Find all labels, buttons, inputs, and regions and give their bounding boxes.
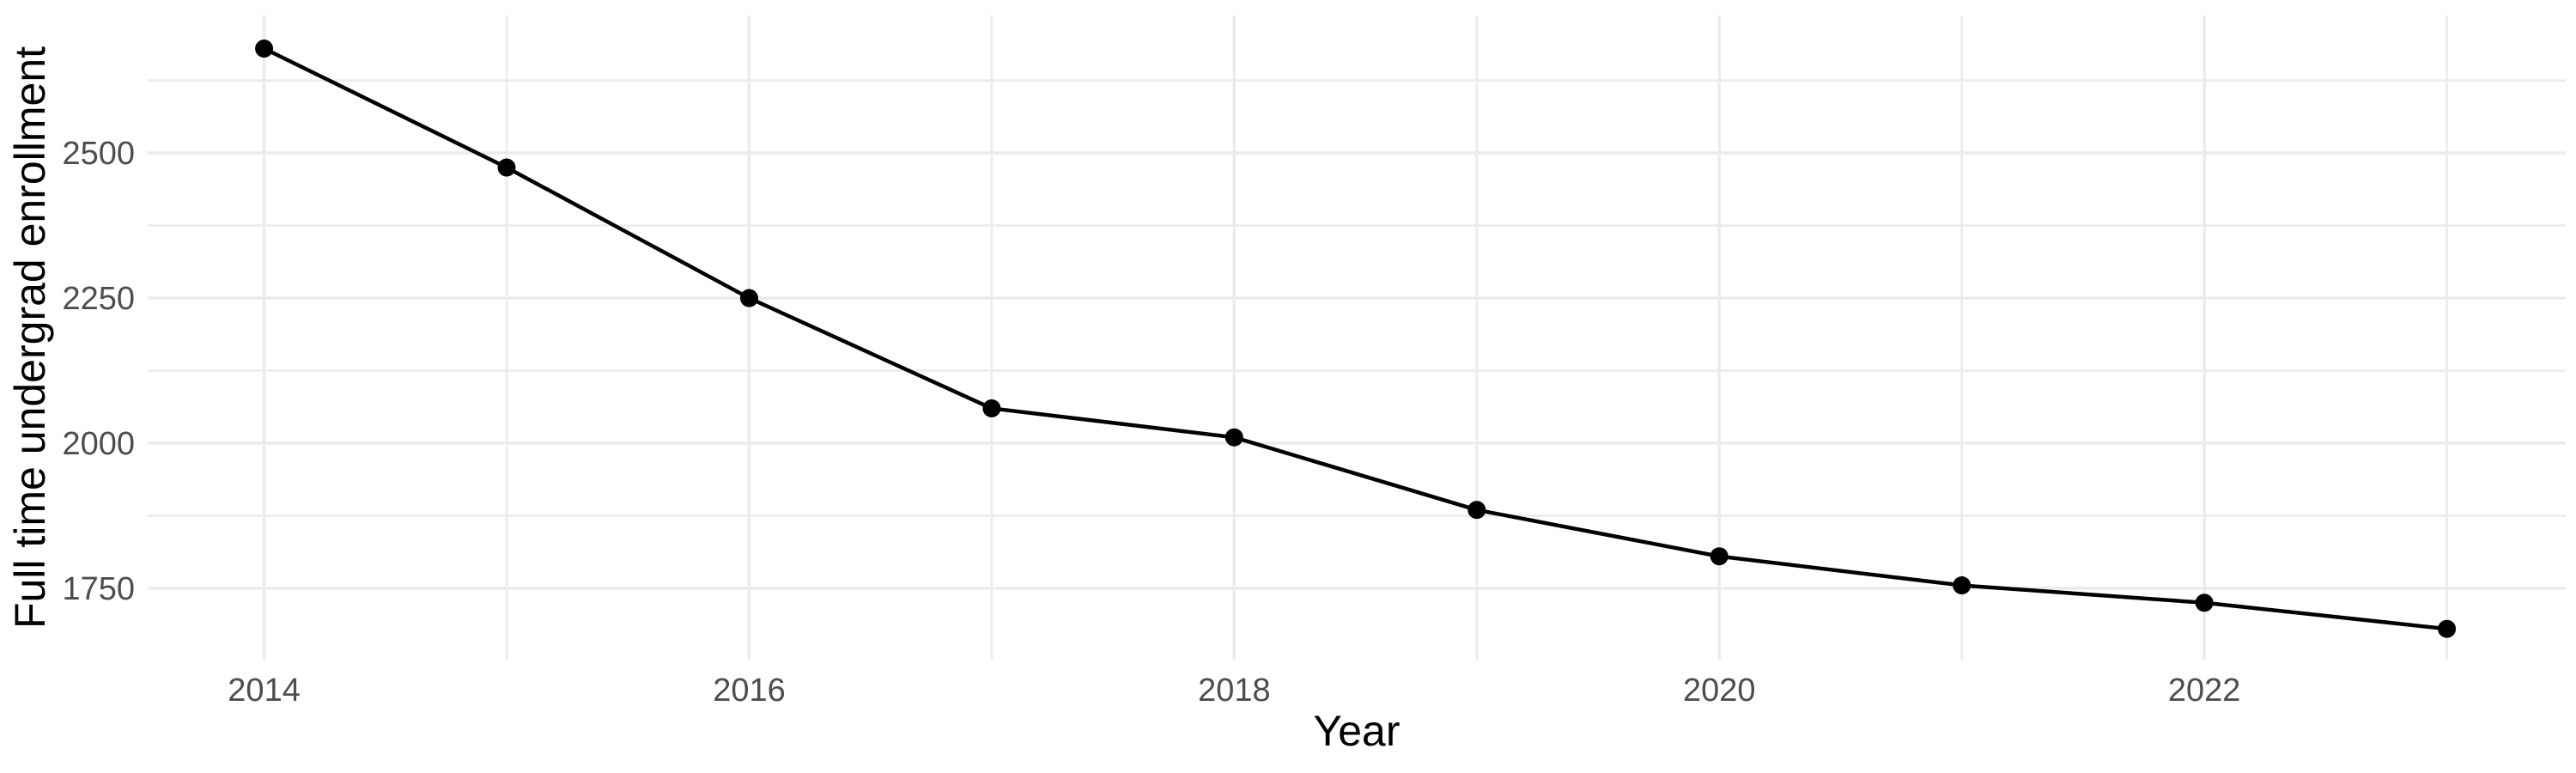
data-point xyxy=(1953,576,1971,595)
x-tick-label: 2014 xyxy=(228,673,301,709)
data-point xyxy=(2438,619,2457,638)
data-point xyxy=(1224,428,1243,447)
x-tick-label: 2018 xyxy=(1198,673,1271,709)
x-tick-labels: 2014 2016 2018 2020 2022 xyxy=(228,673,2240,709)
y-tick-label: 1750 xyxy=(62,571,135,607)
y-tick-label: 2250 xyxy=(62,281,135,317)
data-point xyxy=(982,399,1001,417)
data-point xyxy=(739,289,758,307)
data-point xyxy=(1467,501,1486,520)
data-point xyxy=(255,40,274,58)
gridlines-minor xyxy=(148,15,2566,660)
y-tick-label: 2000 xyxy=(62,426,135,462)
data-points xyxy=(255,40,2457,638)
data-point xyxy=(2195,593,2214,612)
data-point xyxy=(1710,547,1728,566)
x-tick-label: 2020 xyxy=(1683,673,1756,709)
gridlines-major xyxy=(148,15,2566,660)
series-line xyxy=(262,46,2449,631)
y-tick-label: 2500 xyxy=(62,136,135,172)
y-axis-title: Full time undergrad enrollment xyxy=(6,46,54,629)
x-tick-label: 2016 xyxy=(713,673,786,709)
x-tick-label: 2022 xyxy=(2168,673,2241,709)
data-point xyxy=(497,158,516,177)
y-tick-labels: 1750 2000 2250 2500 xyxy=(62,136,135,607)
enrollment-line xyxy=(262,46,2449,631)
x-axis-title: Year xyxy=(1313,707,1400,755)
